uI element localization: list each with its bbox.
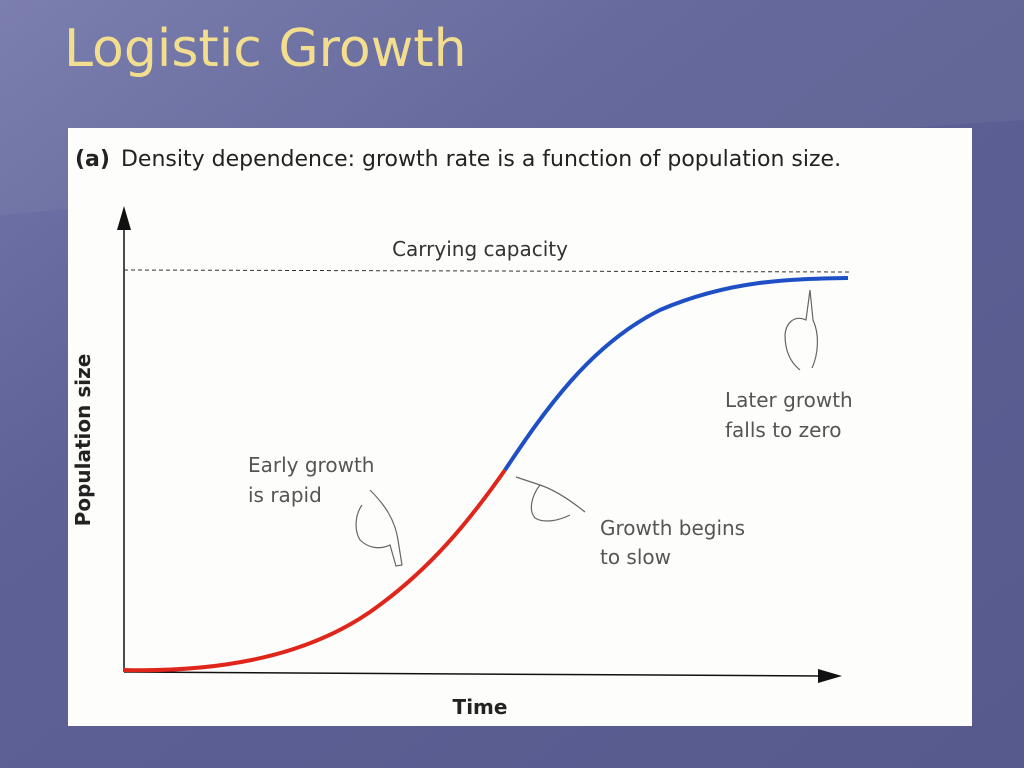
annotation-line: to slow bbox=[600, 545, 671, 569]
annotation-line: Early growth bbox=[248, 453, 374, 477]
annotation-line: falls to zero bbox=[725, 418, 841, 442]
annotation-line: is rapid bbox=[248, 483, 322, 507]
annotation-middle: Growth begins to slow bbox=[600, 516, 751, 569]
pointing-hands bbox=[355, 289, 818, 567]
hand-early bbox=[355, 489, 403, 567]
annotation-line: Growth begins bbox=[600, 516, 745, 540]
x-axis bbox=[123, 671, 823, 677]
caption-text: Density dependence: growth rate is a fun… bbox=[121, 147, 841, 172]
figure-panel bbox=[68, 128, 972, 726]
caption-label: (a) bbox=[75, 147, 110, 172]
hand-late bbox=[784, 289, 818, 371]
curve-early bbox=[122, 468, 507, 673]
carrying-capacity-label: Carrying capacity bbox=[392, 237, 568, 261]
annotation-late: Later growth falls to zero bbox=[725, 388, 859, 442]
curve-late bbox=[503, 276, 849, 472]
x-axis-label: Time bbox=[453, 695, 508, 719]
y-axis-label: Population size bbox=[71, 354, 95, 527]
figure-caption: (a) Density dependence: growth rate is a… bbox=[75, 147, 841, 172]
annotation-early: Early growth is rapid bbox=[248, 453, 381, 507]
annotation-line: Later growth bbox=[725, 388, 853, 412]
y-axis-arrow bbox=[117, 206, 131, 230]
slide-title: Logistic Growth bbox=[64, 19, 467, 79]
x-axis-arrow bbox=[818, 669, 842, 683]
hand-middle bbox=[515, 476, 586, 522]
carrying-capacity-line bbox=[123, 269, 851, 273]
